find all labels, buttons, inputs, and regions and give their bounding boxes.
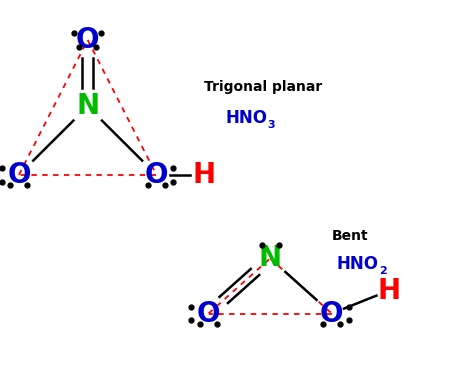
Text: 2: 2: [379, 266, 387, 276]
Text: HNO: HNO: [337, 255, 379, 273]
Text: O: O: [7, 161, 31, 189]
Text: Trigonal planar: Trigonal planar: [204, 81, 322, 94]
Text: O: O: [197, 299, 220, 328]
Text: H: H: [192, 161, 215, 189]
Text: H: H: [377, 277, 400, 305]
Text: N: N: [259, 244, 282, 272]
Text: 3: 3: [268, 120, 275, 130]
Text: Bent: Bent: [332, 229, 368, 242]
Text: HNO: HNO: [225, 109, 267, 127]
Text: O: O: [320, 299, 344, 328]
Text: O: O: [145, 161, 168, 189]
Text: O: O: [76, 26, 100, 54]
Text: N: N: [76, 92, 99, 120]
